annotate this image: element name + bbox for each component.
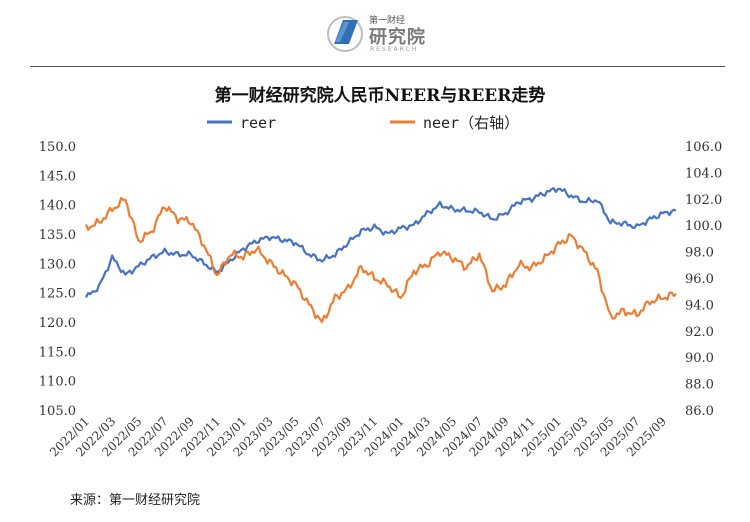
series-layer xyxy=(84,187,677,324)
y-right-tick-label: 102.0 xyxy=(685,193,722,208)
y-left-tick-label: 145.0 xyxy=(39,169,76,184)
series-line-neer xyxy=(84,196,677,324)
y-right-tick-label: 96.0 xyxy=(685,272,714,287)
y-right-tick-label: 90.0 xyxy=(685,351,714,366)
y-axis-left: 105.0 110.0 115.0 120.0 125.0 130.0 135.0 140.0… xyxy=(39,140,76,419)
y-left-tick-label: 120.0 xyxy=(39,316,76,331)
series-line-reer xyxy=(85,187,677,298)
logo-main: 研究院 xyxy=(369,27,426,48)
y-right-tick-label: 88.0 xyxy=(685,378,714,393)
logo-name: 第一财经 xyxy=(369,16,406,26)
y-right-tick-label: 100.0 xyxy=(685,219,722,234)
y-left-tick-label: 115.0 xyxy=(39,345,76,360)
y-axis-right: 86.0 88.0 90.0 92.0 94.0 96.0 98.0 100.0 102.0 10… xyxy=(685,140,722,419)
y-left-tick-label: 130.0 xyxy=(39,257,76,272)
logo: 第一财经 研究院 RESEARCH xyxy=(325,8,435,58)
header-divider xyxy=(30,66,725,67)
legend: reer neer（右轴） xyxy=(207,114,519,132)
y-right-tick-label: 86.0 xyxy=(685,404,714,419)
y-left-tick-label: 140.0 xyxy=(39,199,76,214)
legend-label-neer: neer（右轴） xyxy=(423,114,519,132)
y-right-tick-label: 98.0 xyxy=(685,246,714,261)
x-axis: 2022/012022/032022/052022/072022/092022/… xyxy=(47,414,669,459)
y-right-tick-label: 92.0 xyxy=(685,325,714,340)
y-left-tick-label: 105.0 xyxy=(39,404,76,419)
y-right-tick-label: 104.0 xyxy=(685,166,722,181)
legend-label-reer: reer xyxy=(240,114,276,132)
y-right-tick-label: 94.0 xyxy=(685,298,714,313)
y-left-tick-label: 110.0 xyxy=(39,375,76,390)
logo-mark-icon xyxy=(327,16,363,52)
y-left-tick-label: 150.0 xyxy=(39,140,76,155)
source-note: 来源：第一财经研究院 xyxy=(70,493,201,508)
y-left-tick-label: 125.0 xyxy=(39,287,76,302)
chart-title: 第一财经研究院人民币NEER与REER走势 xyxy=(215,85,546,106)
y-left-tick-label: 135.0 xyxy=(39,228,76,243)
logo-sub: RESEARCH xyxy=(370,46,419,53)
y-right-tick-label: 106.0 xyxy=(685,140,722,155)
